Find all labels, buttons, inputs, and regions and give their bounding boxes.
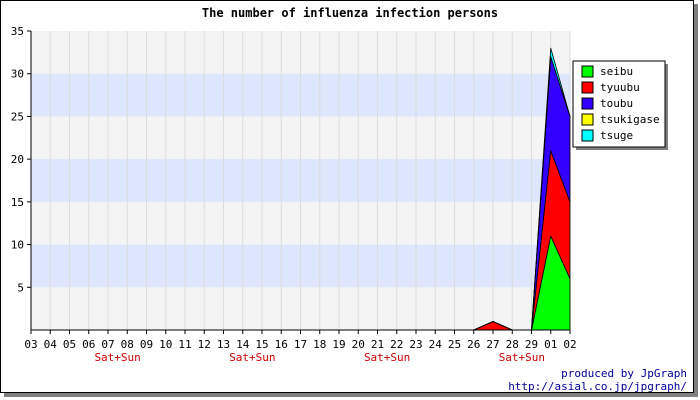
weekend-label: Sat+Sun [94, 351, 140, 364]
y-tick-label: 15 [11, 196, 24, 209]
weekend-label: Sat+Sun [499, 351, 545, 364]
x-tick-label: 18 [313, 338, 326, 351]
x-tick-label: 29 [525, 338, 538, 351]
x-tick-label: 19 [332, 338, 345, 351]
weekend-markers: Sat+Sun Sat+Sun Sat+Sun Sat+Sun [94, 351, 545, 364]
y-tick-label: 30 [11, 68, 24, 81]
x-tick-label: 28 [506, 338, 519, 351]
legend-label-tyuubu: tyuubu [600, 81, 640, 94]
y-tick-label: 35 [11, 25, 24, 38]
legend-swatch-tsuge [581, 129, 594, 142]
weekend-label: Sat+Sun [364, 351, 410, 364]
x-tick-label: 07 [101, 338, 114, 351]
y-tick-label: 25 [11, 110, 24, 123]
x-tick-label: 25 [448, 338, 461, 351]
x-tick-label: 26 [467, 338, 480, 351]
x-tick-labels: 03 04 05 06 07 08 09 10 11 12 13 14 15 16 17 18 19 20 21 22… [24, 330, 577, 351]
legend-swatch-tsukigase [581, 113, 594, 126]
x-tick-label: 01 [544, 338, 557, 351]
x-tick-label: 27 [486, 338, 499, 351]
weekend-label: Sat+Sun [229, 351, 275, 364]
legend-label-tsuge: tsuge [600, 129, 633, 142]
legend-label-seibu: seibu [600, 65, 633, 78]
x-tick-label: 03 [24, 338, 37, 351]
x-tick-label: 22 [390, 338, 403, 351]
x-tick-label: 20 [352, 338, 365, 351]
legend: seibu tyuubu toubu tsukigase tsuge [572, 60, 668, 150]
credit-producer: produced by JpGraph [561, 367, 687, 380]
area-chart: The number of influenza infection person… [11, 6, 668, 364]
x-tick-label: 08 [121, 338, 134, 351]
legend-label-toubu: toubu [600, 97, 633, 110]
legend-swatch-toubu [581, 97, 594, 110]
legend-label-tsukigase: tsukigase [600, 113, 660, 126]
x-tick-label: 10 [159, 338, 172, 351]
x-tick-label: 09 [140, 338, 153, 351]
x-tick-label: 12 [198, 338, 211, 351]
credit-url: http://asial.co.jp/jpgraph/ [508, 380, 687, 393]
x-tick-label: 24 [429, 338, 443, 351]
x-tick-label: 21 [371, 338, 384, 351]
x-tick-label: 11 [178, 338, 191, 351]
x-tick-label: 15 [255, 338, 268, 351]
y-tick-label: 5 [17, 281, 24, 294]
x-tick-label: 17 [294, 338, 307, 351]
x-tick-label: 16 [275, 338, 288, 351]
x-tick-label: 13 [217, 338, 230, 351]
chart-frame: The number of influenza infection person… [0, 0, 694, 393]
chart-title: The number of influenza infection person… [202, 6, 498, 20]
x-tick-label: 02 [563, 338, 576, 351]
y-tick-label: 20 [11, 153, 24, 166]
x-tick-label: 05 [63, 338, 76, 351]
x-tick-label: 23 [409, 338, 422, 351]
y-tick-label: 10 [11, 239, 24, 252]
legend-swatch-tyuubu [581, 81, 594, 94]
legend-swatch-seibu [581, 65, 594, 78]
x-tick-label: 14 [236, 338, 250, 351]
y-tick-labels: 5 10 15 20 25 30 35 [11, 25, 31, 294]
x-tick-label: 06 [82, 338, 95, 351]
x-tick-label: 04 [44, 338, 58, 351]
